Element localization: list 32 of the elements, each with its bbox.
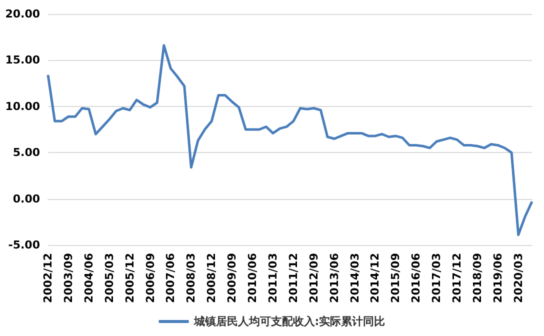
x-tick-label: 2005/12 bbox=[123, 253, 136, 303]
x-tick-label: 2006/09 bbox=[144, 253, 157, 303]
x-tick-label: 2015/09 bbox=[389, 253, 402, 303]
x-tick-label: 2007/06 bbox=[164, 252, 178, 303]
x-tick-label: 2010/06 bbox=[246, 252, 260, 303]
x-tick-label: 2014/12 bbox=[368, 253, 382, 303]
x-tick-label: 2020/03 bbox=[512, 253, 525, 303]
x-tick-label: 2017/12 bbox=[450, 253, 464, 303]
x-tick-label: 2009/09 bbox=[226, 253, 239, 303]
y-tick-label: 10.00 bbox=[5, 100, 40, 113]
y-tick-label: 20.00 bbox=[5, 8, 40, 20]
x-tick-label: 2018/09 bbox=[470, 253, 484, 303]
x-tick-label: 2008/03 bbox=[184, 253, 198, 303]
x-tick-label: 2013/06 bbox=[328, 252, 341, 303]
y-tick-label: 0.00 bbox=[12, 192, 40, 206]
x-tick-label: 2016/06 bbox=[410, 252, 423, 303]
legend-label: 城镇居民人均可支配收入:实际累计同比 bbox=[192, 315, 386, 328]
y-tick-label: 15.00 bbox=[5, 54, 40, 67]
x-tick-label: 2002/12 bbox=[42, 253, 54, 303]
x-tick-label: 2003/09 bbox=[62, 253, 75, 303]
y-tick-label: -5.00 bbox=[8, 238, 40, 252]
x-tick-label: 2011/03 bbox=[266, 253, 280, 303]
y-tick-label: 5.00 bbox=[12, 146, 40, 160]
x-tick-label: 2011/12 bbox=[286, 253, 300, 303]
x-tick-label: 2008/12 bbox=[205, 253, 218, 303]
x-tick-label: 2004/06 bbox=[82, 252, 96, 303]
line-series bbox=[46, 44, 534, 236]
x-tick-label: 2012/09 bbox=[307, 253, 320, 303]
x-tick-label: 2017/03 bbox=[430, 253, 444, 303]
x-tick-label: 2005/03 bbox=[102, 253, 116, 303]
x-tick-label: 2014/03 bbox=[348, 253, 362, 303]
x-tick-label: 2019/06 bbox=[491, 252, 504, 303]
